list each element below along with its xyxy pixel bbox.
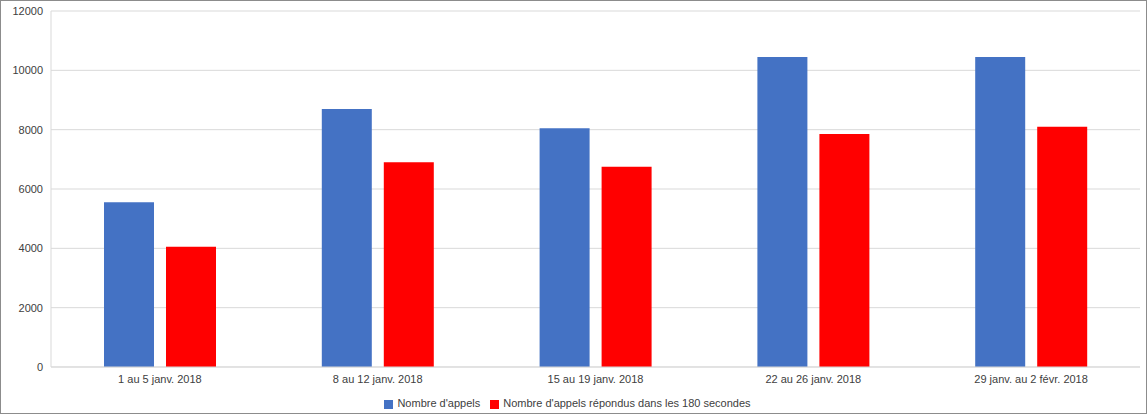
svg-text:8 au 12 janv. 2018: 8 au 12 janv. 2018 (333, 373, 423, 385)
svg-text:15 au 19 janv. 2018: 15 au 19 janv. 2018 (548, 373, 644, 385)
svg-text:1 au 5 janv. 2018: 1 au 5 janv. 2018 (118, 373, 202, 385)
html-text:Nombre d'appels répondus dans: Nombre d'appels répondus dans les 180 se… (503, 397, 751, 409)
svg-text:8000: 8000 (19, 124, 43, 136)
svg-text:6000: 6000 (19, 183, 43, 195)
svg-text:2000: 2000 (19, 302, 43, 314)
svg-text:0: 0 (37, 361, 43, 373)
svg-text:22 au 26 janv. 2018: 22 au 26 janv. 2018 (765, 373, 861, 385)
svg-text:10000: 10000 (12, 64, 43, 76)
svg-text:29 janv. au 2 févr. 2018: 29 janv. au 2 févr. 2018 (974, 373, 1088, 385)
html-text:Nombre d'appels: Nombre d'appels (397, 397, 481, 409)
svg-text:4000: 4000 (19, 242, 43, 254)
svg-text:12000: 12000 (12, 5, 43, 17)
